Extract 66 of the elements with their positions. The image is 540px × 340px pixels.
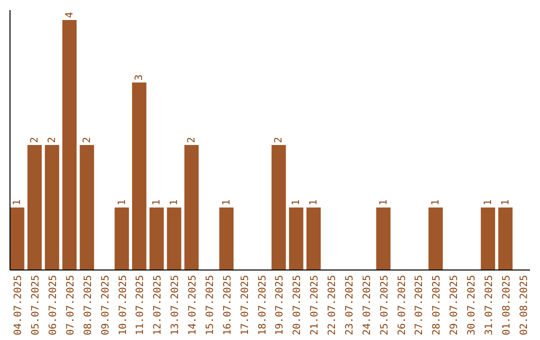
x-tick-label: 18.07.2025 — [257, 275, 268, 336]
data-label: 1 — [291, 199, 302, 206]
x-tick-label: 12.07.2025 — [152, 275, 164, 336]
bar — [80, 145, 94, 270]
data-label: 1 — [378, 199, 390, 206]
x-tick-label: 05.07.2025 — [30, 275, 42, 336]
x-tick-label: 09.07.2025 — [100, 275, 112, 336]
data-label: 2 — [82, 136, 93, 143]
data-label: 1 — [12, 199, 24, 206]
bar — [166, 208, 182, 270]
x-tick-label: 06.07.2025 — [48, 275, 60, 336]
x-tick-label: 28.07.2025 — [432, 275, 443, 336]
bar — [62, 20, 77, 270]
x-tick-label: 04.07.2025 — [13, 275, 24, 336]
bar — [184, 145, 199, 270]
x-tick-label: 21.07.2025 — [310, 275, 321, 336]
data-label: 2 — [186, 136, 198, 143]
x-tick-label: 14.07.2025 — [188, 275, 199, 336]
x-tick-label: 25.07.2025 — [379, 275, 390, 336]
x-tick-label: 08.07.2025 — [82, 275, 94, 336]
x-tick-label: 10.07.2025 — [118, 275, 129, 336]
x-tick-label: 01.08.2025 — [501, 275, 512, 336]
x-tick-label: 20.07.2025 — [292, 275, 304, 336]
x-tick-label: 16.07.2025 — [222, 275, 234, 336]
x-tick-label: 31.07.2025 — [484, 275, 495, 336]
x-tick-label: 07.07.2025 — [65, 275, 76, 336]
x-tick-label: 27.07.2025 — [414, 275, 426, 336]
data-label: 2 — [30, 136, 41, 143]
bar — [272, 145, 286, 270]
data-label: 1 — [116, 199, 128, 206]
bar — [306, 208, 321, 270]
bar — [376, 208, 390, 270]
bar — [10, 208, 24, 270]
x-tick-label: 23.07.2025 — [344, 275, 356, 336]
data-label: 1 — [482, 199, 494, 206]
bar — [480, 208, 496, 270]
bar — [132, 82, 146, 270]
data-label: 1 — [500, 199, 512, 206]
x-tick-label: 29.07.2025 — [449, 275, 460, 336]
x-tick-label: 02.08.2025 — [518, 275, 530, 336]
bar — [114, 208, 129, 270]
x-tick-label: 19.07.2025 — [274, 275, 286, 336]
bar — [289, 208, 304, 270]
data-label: 2 — [274, 136, 285, 143]
x-tick-label: 22.07.2025 — [327, 275, 338, 336]
data-label: 1 — [169, 199, 180, 206]
x-tick-label: 11.07.2025 — [135, 275, 146, 336]
data-label: 4 — [64, 12, 76, 18]
data-label: 3 — [134, 74, 146, 80]
x-tick-label: 26.07.2025 — [396, 275, 408, 336]
bar — [428, 208, 443, 270]
x-tick-label: 24.07.2025 — [362, 275, 373, 336]
x-tick-label: 13.07.2025 — [170, 275, 182, 336]
data-label: 2 — [47, 136, 58, 143]
data-label: 1 — [221, 199, 232, 206]
data-label: 1 — [308, 199, 320, 206]
x-tick-label: 17.07.2025 — [240, 275, 251, 336]
bar — [150, 208, 164, 270]
data-label: 1 — [430, 199, 442, 206]
bar — [27, 145, 42, 270]
bar — [498, 208, 513, 270]
x-tick-label: 30.07.2025 — [466, 275, 478, 336]
data-label: 1 — [152, 199, 163, 206]
bar — [219, 208, 234, 270]
x-tick-label: 15.07.2025 — [204, 275, 216, 336]
bar — [44, 145, 60, 270]
